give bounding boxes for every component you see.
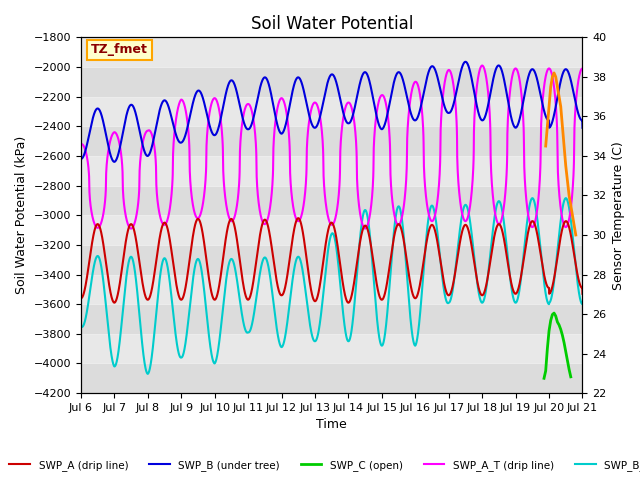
X-axis label: Time: Time	[316, 419, 347, 432]
Bar	[81, 363, 582, 393]
Bar	[81, 304, 582, 334]
Bar	[81, 186, 582, 215]
Bar	[81, 215, 582, 245]
Bar	[81, 245, 582, 275]
Text: TZ_fmet: TZ_fmet	[91, 43, 148, 56]
Legend: SWP_A (drip line), SWP_B (under tree), SWP_C (open), SWP_A_T (drip line), SWP_B_: SWP_A (drip line), SWP_B (under tree), S…	[5, 456, 640, 475]
Y-axis label: Sensor Temperature (C): Sensor Temperature (C)	[612, 141, 625, 289]
Bar	[81, 37, 582, 67]
Bar	[81, 67, 582, 96]
Title: Soil Water Potential: Soil Water Potential	[250, 15, 413, 33]
Bar	[81, 275, 582, 304]
Y-axis label: Soil Water Potential (kPa): Soil Water Potential (kPa)	[15, 136, 28, 294]
Bar	[81, 126, 582, 156]
Bar	[81, 156, 582, 186]
Bar	[81, 96, 582, 126]
Bar	[81, 334, 582, 363]
